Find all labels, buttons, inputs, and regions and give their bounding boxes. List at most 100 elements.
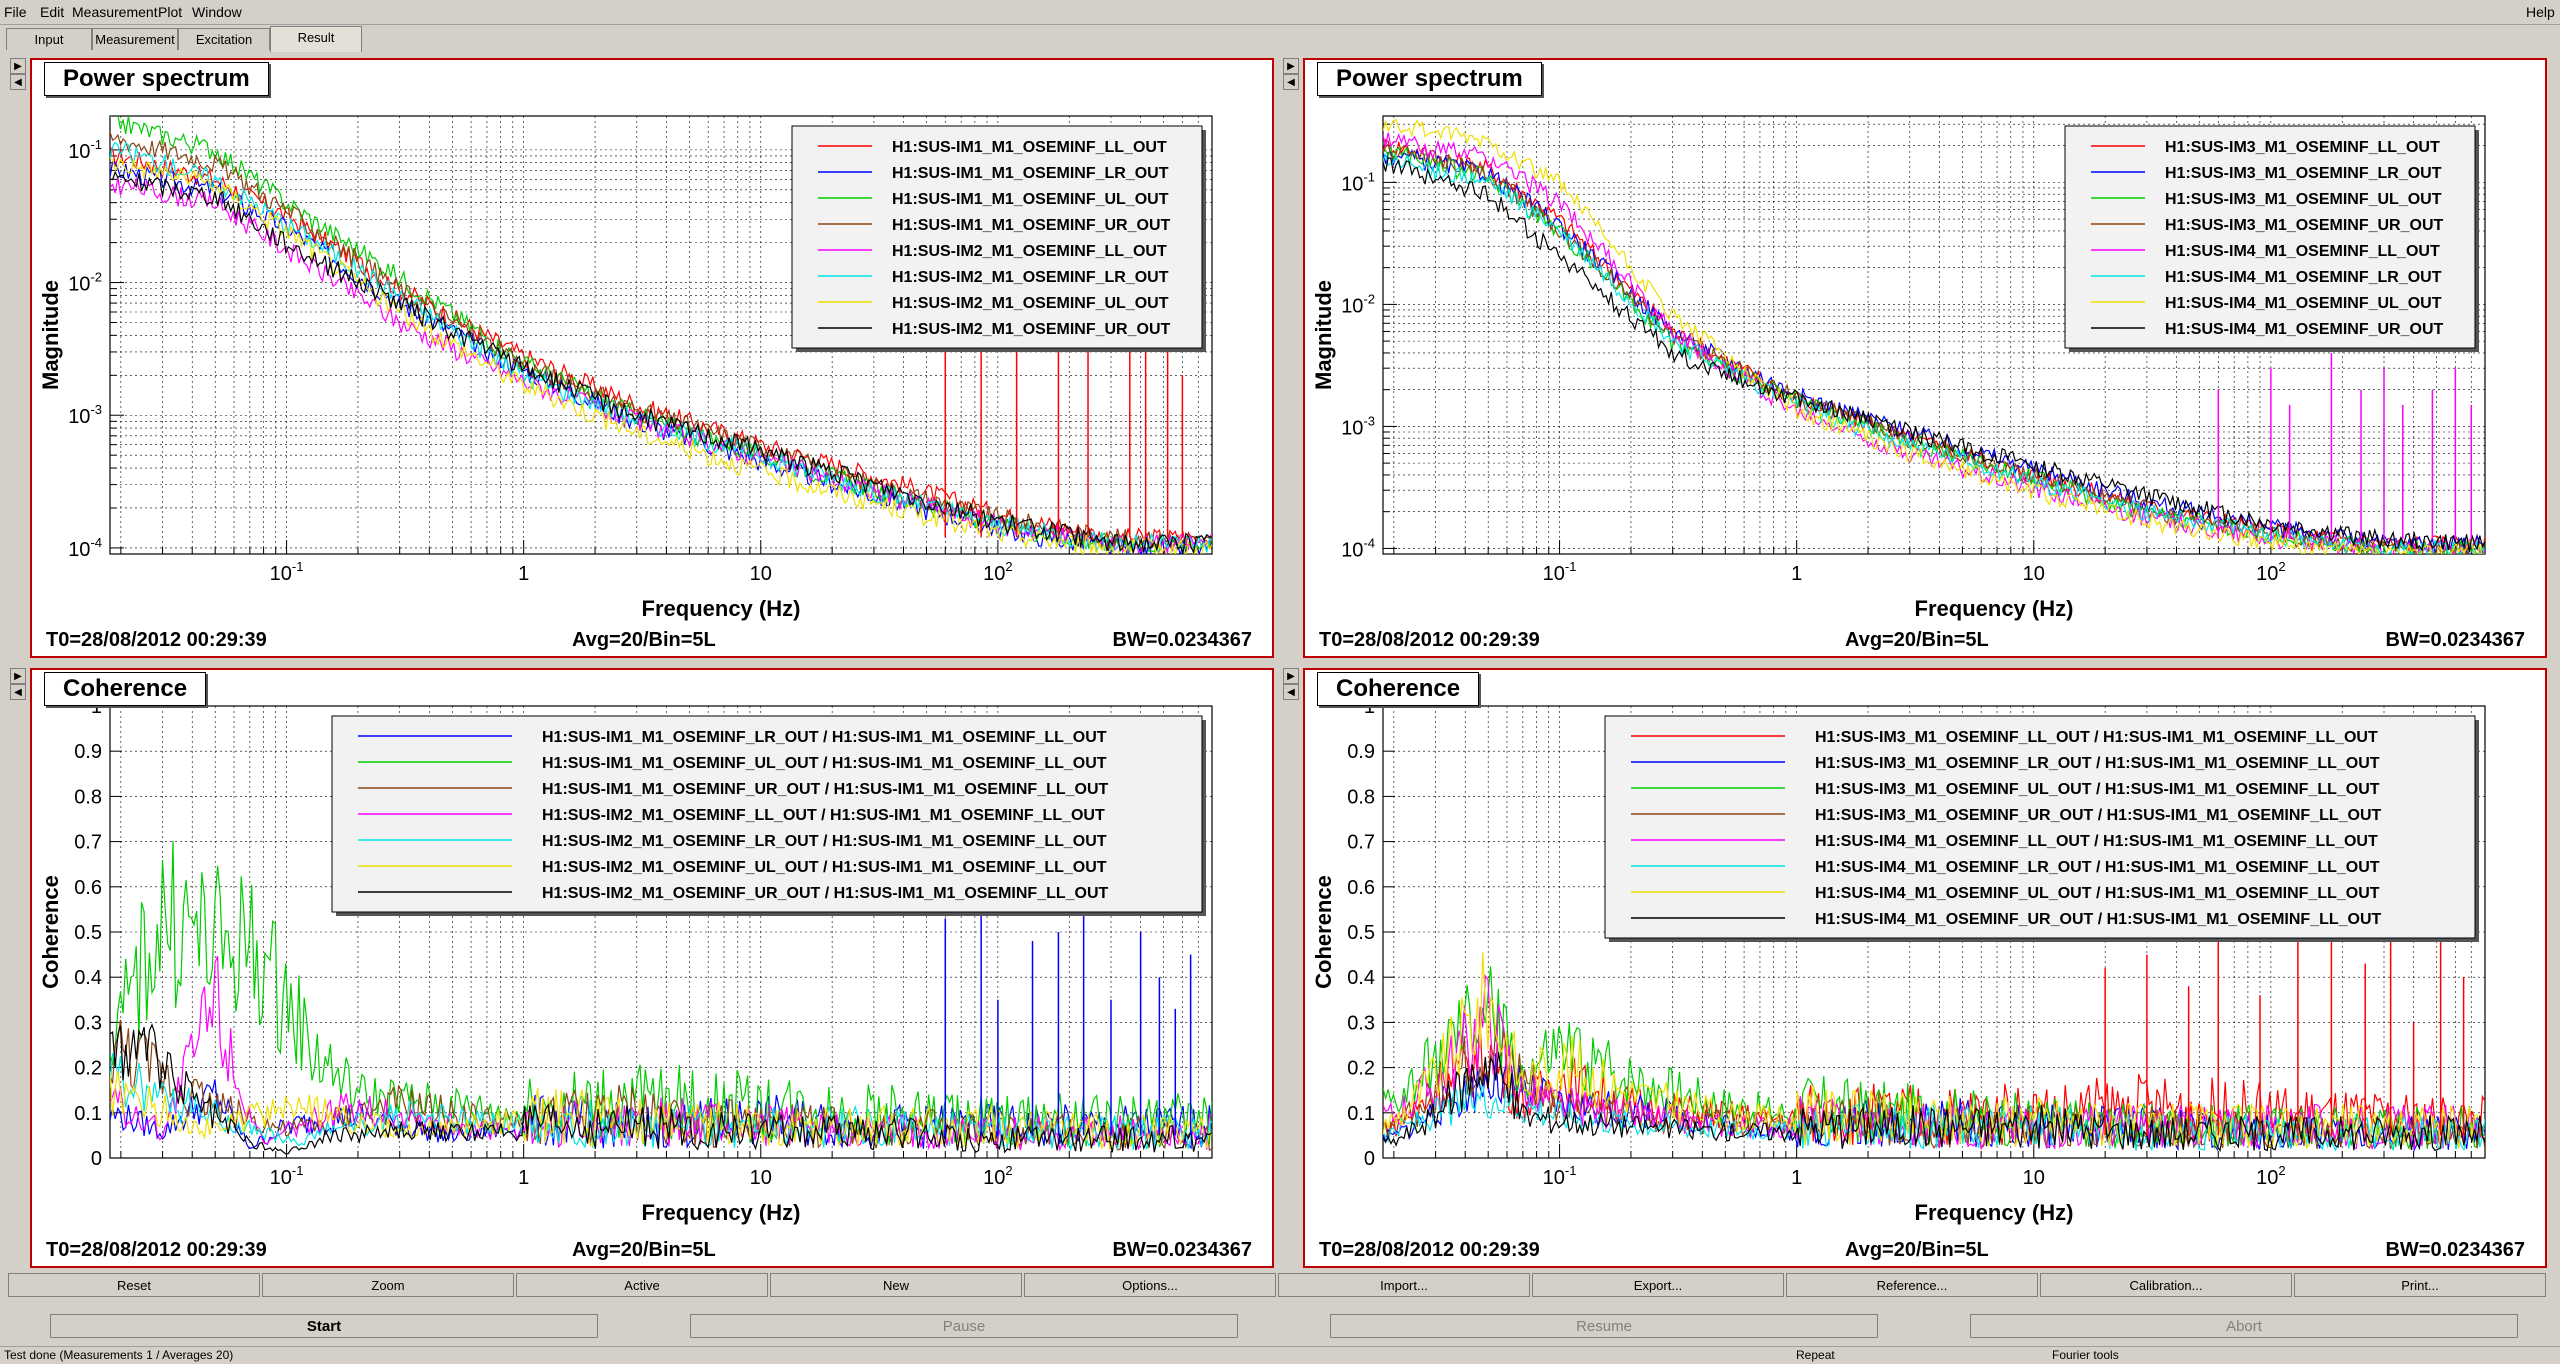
status-message: Test done (Measurements 1 / Averages 20): [4, 1348, 234, 1362]
pad-collapse-arrow-icon[interactable]: ◀: [1283, 74, 1299, 90]
plot-title: Power spectrum: [1317, 62, 1542, 96]
series-line: [1383, 143, 2485, 554]
menu-file[interactable]: File: [4, 4, 27, 20]
y-tick-label: 0.4: [1347, 967, 1375, 989]
y-tick-label: 0.8: [74, 786, 102, 808]
menu-help[interactable]: Help: [2526, 4, 2555, 20]
legend-entry: H1:SUS-IM3_M1_OSEMINF_LL_OUT: [2165, 139, 2440, 156]
menu-measurement[interactable]: Measurement: [72, 4, 158, 20]
series-line: [110, 1023, 1212, 1155]
legend-entry: H1:SUS-IM1_M1_OSEMINF_UL_OUT / H1:SUS-IM…: [542, 755, 1107, 772]
pad-expand-arrow-icon[interactable]: ▶: [1283, 668, 1299, 684]
legend-entry: H1:SUS-IM2_M1_OSEMINF_LR_OUT / H1:SUS-IM…: [542, 833, 1107, 850]
y-tick-label: 0.6: [1347, 877, 1375, 899]
export-button[interactable]: Export...: [1532, 1273, 1784, 1297]
y-tick-label: 0.7: [74, 832, 102, 854]
x-tick-label: 102: [2256, 559, 2285, 585]
footer-bw: BW=0.0234367: [2385, 629, 2525, 651]
pad-expand-arrow-icon[interactable]: ▶: [10, 668, 26, 684]
legend-entry: H1:SUS-IM2_M1_OSEMINF_UL_OUT: [892, 295, 1169, 312]
plot-canvas[interactable]: 10-1 1 10 102 10-1 10-2 10-3 10-4 Frequency (Hz)…: [1305, 60, 2545, 656]
footer-bw: BW=0.0234367: [2385, 1239, 2525, 1261]
footer-avg: Avg=20/Bin=5L: [572, 1239, 716, 1261]
x-tick-label: 102: [983, 1163, 1012, 1189]
grid: [1383, 116, 2486, 555]
import-button[interactable]: Import...: [1278, 1273, 1530, 1297]
series-line: [1383, 156, 2485, 552]
menu-bar: File Edit Measurement Plot Window Help: [0, 0, 2560, 25]
series-line: [110, 141, 1212, 554]
pad-collapse-arrow-icon[interactable]: ◀: [10, 684, 26, 700]
plot-pad-power-spectrum-2[interactable]: 10-1 1 10 102 10-1 10-2 10-3 10-4 Frequency (Hz)…: [1303, 58, 2547, 658]
plot-control-buttons: Reset Zoom Active New Options... Import.…: [0, 1273, 2560, 1299]
y-tick-label: 1: [1364, 696, 1375, 718]
y-tick-label: 0.6: [74, 877, 102, 899]
series-group: [110, 116, 1212, 554]
status-bar: Test done (Measurements 1 / Averages 20)…: [0, 1346, 2560, 1364]
legend: H1:SUS-IM3_M1_OSEMINF_LL_OUT H1:SUS-IM3_M…: [2064, 125, 2479, 352]
calibration-button[interactable]: Calibration...: [2040, 1273, 2292, 1297]
menu-window[interactable]: Window: [192, 4, 242, 20]
series-line: [1383, 1052, 2485, 1153]
print-button[interactable]: Print...: [2294, 1273, 2546, 1297]
legend-entry: H1:SUS-IM2_M1_OSEMINF_LL_OUT: [892, 243, 1167, 260]
series-group: [1383, 118, 2485, 554]
menu-plot[interactable]: Plot: [158, 4, 183, 20]
tab-result[interactable]: Result: [270, 26, 362, 52]
pad-expand-arrow-icon[interactable]: ▶: [1283, 58, 1299, 74]
legend-entry: H1:SUS-IM2_M1_OSEMINF_LL_OUT / H1:SUS-IM…: [542, 807, 1105, 824]
x-tick-label: 1: [518, 563, 529, 585]
active-button[interactable]: Active: [516, 1273, 768, 1297]
tab-excitation[interactable]: Excitation: [178, 28, 270, 50]
reset-button[interactable]: Reset: [8, 1273, 260, 1297]
x-tick-label: 102: [983, 559, 1012, 585]
y-axis-label: Coherence: [38, 875, 63, 989]
x-tick-label: 10: [750, 1167, 772, 1189]
pad-expand-arrow-icon[interactable]: ▶: [10, 58, 26, 74]
legend-entry: H1:SUS-IM4_M1_OSEMINF_LL_OUT: [2165, 243, 2440, 260]
legend: H1:SUS-IM1_M1_OSEMINF_LL_OUT H1:SUS-IM1_M…: [791, 125, 1206, 352]
y-tick-label: 0.4: [74, 967, 102, 989]
legend-entry: H1:SUS-IM2_M1_OSEMINF_LR_OUT: [892, 269, 1169, 286]
legend-entry: H1:SUS-IM3_M1_OSEMINF_UR_OUT: [2165, 217, 2444, 234]
footer-t0: T0=28/08/2012 00:29:39: [1319, 629, 1540, 651]
menu-edit[interactable]: Edit: [40, 4, 65, 20]
plot-canvas[interactable]: 10-1 1 10 102 0 0.1 0.2 0.3 0.4 0.5 0.6 0.7 0.8 0.9 1 F…: [32, 670, 1272, 1266]
abort-button[interactable]: Abort: [1970, 1314, 2518, 1338]
pad-collapse-arrow-icon[interactable]: ◀: [1283, 684, 1299, 700]
legend-entry: H1:SUS-IM1_M1_OSEMINF_LR_OUT / H1:SUS-IM…: [542, 729, 1107, 746]
footer-avg: Avg=20/Bin=5L: [1845, 629, 1989, 651]
new-button[interactable]: New: [770, 1273, 1022, 1297]
plot-pad-coherence-1[interactable]: 10-1 1 10 102 0 0.1 0.2 0.3 0.4 0.5 0.6 0.7 0.8 0.9 1 F…: [30, 668, 1274, 1268]
legend-entry: H1:SUS-IM4_M1_OSEMINF_UR_OUT: [2165, 321, 2444, 338]
x-tick-label: 10: [2023, 1167, 2045, 1189]
zoom-button[interactable]: Zoom: [262, 1273, 514, 1297]
legend-entry: H1:SUS-IM1_M1_OSEMINF_LL_OUT: [892, 139, 1167, 156]
pause-button[interactable]: Pause: [690, 1314, 1238, 1338]
legend-entry: H1:SUS-IM4_M1_OSEMINF_UL_OUT: [2165, 295, 2442, 312]
y-tick-label: 0.5: [74, 922, 102, 944]
x-tick-label: 10-1: [1543, 1163, 1577, 1189]
plot-pad-coherence-2[interactable]: 10-1 1 10 102 0 0.1 0.2 0.3 0.4 0.5 0.6 0.7 0.8 0.9 1 F…: [1303, 668, 2547, 1268]
footer-t0: T0=28/08/2012 00:29:39: [1319, 1239, 1540, 1261]
y-tick-label: 0.3: [74, 1012, 102, 1034]
options-button[interactable]: Options...: [1024, 1273, 1276, 1297]
footer-bw: BW=0.0234367: [1112, 1239, 1252, 1261]
resume-button[interactable]: Resume: [1330, 1314, 1878, 1338]
y-tick-label: 0.3: [1347, 1012, 1375, 1034]
y-axis-label: Coherence: [1311, 875, 1336, 989]
tab-input[interactable]: Input: [6, 28, 92, 50]
start-button[interactable]: Start: [50, 1314, 598, 1338]
legend-entry: H1:SUS-IM4_M1_OSEMINF_LR_OUT / H1:SUS-IM…: [1815, 859, 2380, 876]
plot-canvas[interactable]: 10-1 1 10 102 10-1 10-2 10-3 10-4 Frequency (Hz)…: [32, 60, 1272, 656]
legend-entry: H1:SUS-IM2_M1_OSEMINF_UR_OUT / H1:SUS-IM…: [542, 885, 1109, 902]
reference-button[interactable]: Reference...: [1786, 1273, 2038, 1297]
legend-entry: H1:SUS-IM4_M1_OSEMINF_LL_OUT / H1:SUS-IM…: [1815, 833, 2378, 850]
pad-collapse-arrow-icon[interactable]: ◀: [10, 74, 26, 90]
plot-canvas[interactable]: 10-1 1 10 102 0 0.1 0.2 0.3 0.4 0.5 0.6 0.7 0.8 0.9 1 F…: [1305, 670, 2545, 1266]
legend-entry: H1:SUS-IM3_M1_OSEMINF_LL_OUT / H1:SUS-IM…: [1815, 729, 2378, 746]
footer-t0: T0=28/08/2012 00:29:39: [46, 1239, 267, 1261]
x-tick-label: 10: [2023, 563, 2045, 585]
tab-measurement[interactable]: Measurement: [92, 28, 178, 50]
plot-pad-power-spectrum-1[interactable]: 10-1 1 10 102 10-1 10-2 10-3 10-4 Frequency (Hz)…: [30, 58, 1274, 658]
